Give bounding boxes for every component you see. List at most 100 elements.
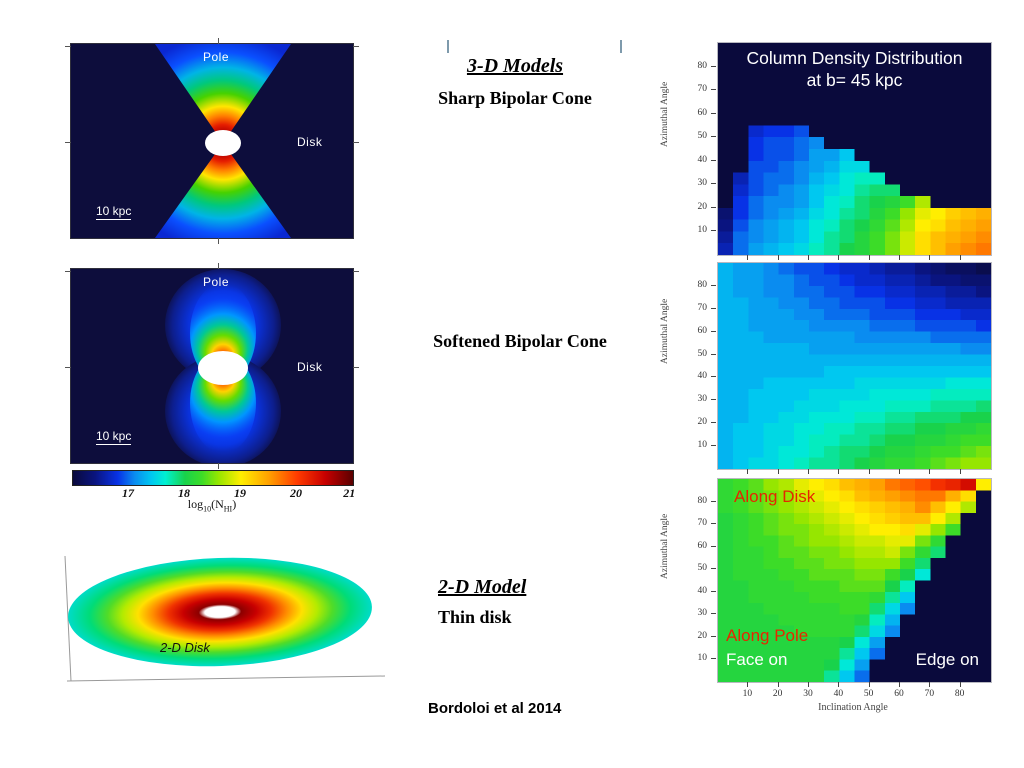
y-tick <box>711 307 716 309</box>
x-tick <box>929 469 931 474</box>
annotation-along-disk: Along Disk <box>734 487 816 506</box>
y-tick-label: 50 <box>697 563 708 574</box>
x-tick-label: 80 <box>954 689 965 699</box>
x-tick-label: 20 <box>772 689 783 699</box>
y-tick <box>711 230 716 232</box>
y-tick-label: 20 <box>697 417 708 428</box>
y-tick <box>711 399 716 401</box>
y-tick <box>711 206 716 208</box>
pole-label: Pole <box>203 50 230 64</box>
heatmap-disk-canvas <box>718 479 991 682</box>
y-tick <box>711 658 716 660</box>
frame-tick <box>353 46 359 47</box>
y-tick <box>711 422 716 424</box>
y-tick-label: 60 <box>697 540 708 551</box>
colorbar-tick-label: 20 <box>290 486 302 500</box>
frame-tick <box>353 142 359 143</box>
x-tick <box>959 469 961 474</box>
y-tick <box>711 445 716 447</box>
frame-tick <box>65 367 71 368</box>
y-tick <box>711 65 716 67</box>
heatmap-thin-disk: Along Disk Along Pole Face on Edge on <box>717 478 992 683</box>
x-tick <box>868 682 870 687</box>
x-tick <box>929 255 931 260</box>
y-tick <box>711 568 716 570</box>
frame-tick <box>218 238 219 244</box>
y-tick-label: 40 <box>697 585 708 596</box>
x-tick <box>777 682 779 687</box>
heatmap-title: Column Density Distribution at b= 45 kpc <box>746 48 963 90</box>
y-tick-label: 50 <box>697 348 708 359</box>
x-tick <box>838 469 840 474</box>
y-tick <box>711 284 716 286</box>
x-tick <box>868 255 870 260</box>
y-tick <box>711 159 716 161</box>
y-tick-label: 40 <box>697 154 708 165</box>
y-tick-label: 10 <box>697 225 708 236</box>
y-tick <box>711 590 716 592</box>
sharp-cone-figure <box>155 44 291 238</box>
x-axis-label: Inclination Angle <box>818 702 888 713</box>
colorbar: 17 18 19 20 21 log10(NHI) <box>72 470 356 518</box>
x-tick-label: 50 <box>863 689 874 699</box>
2d-disk-figure <box>64 555 386 682</box>
softened-cone-panel: Pole Disk 10 kpc <box>65 263 359 469</box>
y-tick <box>711 353 716 355</box>
colorbar-gradient <box>72 470 354 486</box>
heatmap-softened-cone <box>717 262 992 470</box>
y-tick-label: 50 <box>697 131 708 142</box>
y-tick-label: 40 <box>697 371 708 382</box>
y-tick-label: 60 <box>697 325 708 336</box>
x-tick <box>747 682 749 687</box>
y-tick-label: 20 <box>697 201 708 212</box>
y-tick <box>711 112 716 114</box>
y-tick <box>711 500 716 502</box>
x-tick <box>899 469 900 474</box>
scale-bar-label: 10 kpc <box>96 204 132 220</box>
x-tick <box>838 682 840 687</box>
colorbar-axis-label: log10(NHI) <box>187 497 237 514</box>
y-tick-label: 20 <box>697 630 708 641</box>
colorbar-tick-label: 21 <box>343 486 356 500</box>
y-tick <box>711 523 716 525</box>
x-tick <box>808 469 809 474</box>
frame-tick <box>65 271 71 272</box>
x-tick <box>899 255 900 260</box>
y-tick <box>711 330 716 332</box>
x-tick-label: 70 <box>924 689 935 699</box>
y-tick-label: 70 <box>697 518 708 529</box>
y-tick-label: 70 <box>697 84 708 95</box>
label-softened-bipolar-cone: Softened Bipolar Cone <box>433 331 607 351</box>
frame-tick <box>218 38 219 44</box>
heatmap-sharp-canvas <box>718 43 991 255</box>
y-tick <box>711 635 716 637</box>
2d-disk-panel: 2-D Disk <box>55 548 390 688</box>
heading-2d-model: 2-D Model <box>438 576 527 598</box>
x-tick <box>929 682 931 687</box>
heatmap-soft-canvas <box>718 263 991 469</box>
y-tick <box>711 545 716 547</box>
frame-tick <box>65 46 71 47</box>
frame-tick <box>218 263 219 269</box>
pole-label: Pole <box>203 275 230 289</box>
annotation-edge-on: Edge on <box>915 650 979 669</box>
y-tick-label: 30 <box>697 178 708 189</box>
y-tick-label: 30 <box>697 608 708 619</box>
y-tick-label: 10 <box>697 653 708 664</box>
sharp-cone-panel: Pole Disk 10 kpc <box>65 38 359 244</box>
x-tick <box>777 255 779 260</box>
x-tick <box>747 469 749 474</box>
colorbar-tick-label: 19 <box>234 486 246 500</box>
y-tick <box>711 183 716 185</box>
x-tick <box>808 682 809 687</box>
textbox-handle-mark <box>620 40 622 53</box>
textbox-handle-mark <box>447 40 449 53</box>
x-tick-label: 10 <box>742 689 753 699</box>
annotation-face-on: Face on <box>726 650 788 669</box>
label-sharp-bipolar-cone: Sharp Bipolar Cone <box>438 88 592 108</box>
x-tick <box>838 255 840 260</box>
x-tick <box>899 682 900 687</box>
y-tick-label: 80 <box>697 495 708 506</box>
disk-label: Disk <box>297 135 323 149</box>
